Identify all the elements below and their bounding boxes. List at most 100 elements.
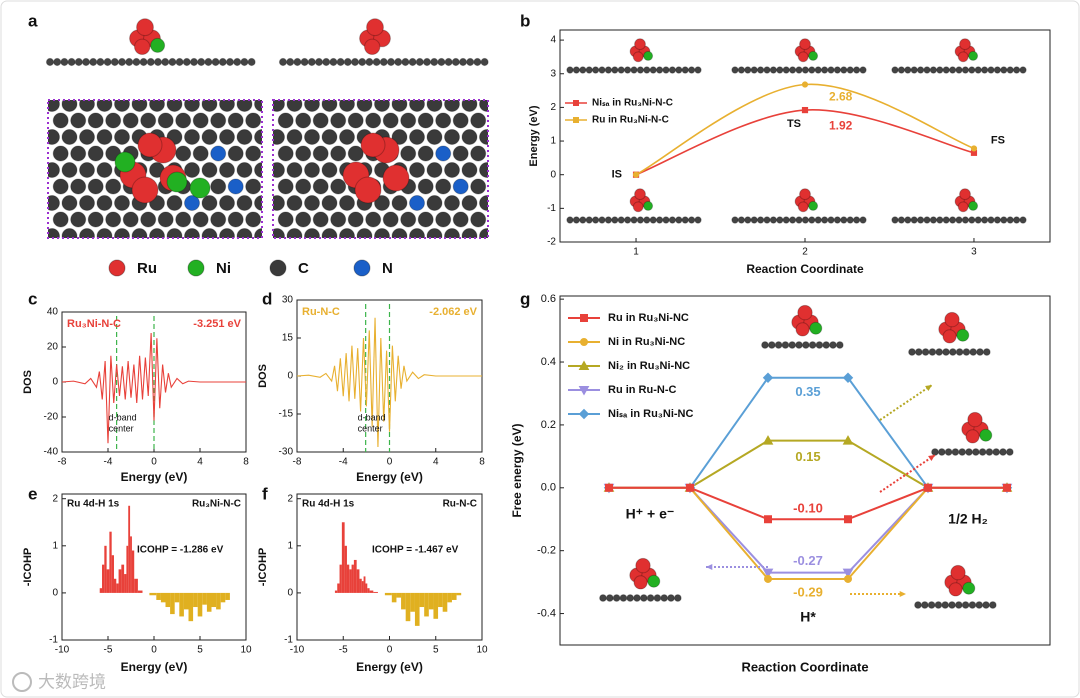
atom <box>48 129 60 145</box>
legend-marker <box>580 314 588 322</box>
atom <box>781 341 790 349</box>
atom <box>744 66 752 74</box>
atom <box>662 66 670 74</box>
atom <box>157 112 174 129</box>
atom <box>114 100 130 112</box>
atom <box>479 162 488 178</box>
atom <box>312 112 329 129</box>
atom <box>330 145 347 162</box>
atom <box>245 178 262 195</box>
panel-letter: f <box>262 484 268 503</box>
atom <box>437 57 446 67</box>
atom <box>801 216 810 224</box>
atom <box>321 129 338 145</box>
y-tick-label: 30 <box>282 295 294 306</box>
atom <box>358 57 367 67</box>
atom <box>891 66 899 74</box>
atom <box>189 177 211 199</box>
atom <box>157 211 174 228</box>
atom <box>579 66 587 74</box>
atom <box>662 216 670 224</box>
atom <box>959 188 971 201</box>
atom <box>604 216 613 224</box>
marker <box>844 574 852 583</box>
atom <box>365 57 374 67</box>
legend-label: Ni in Ru₃Ni-NC <box>608 336 685 348</box>
atom <box>356 228 373 238</box>
atom <box>955 348 964 356</box>
atom <box>633 575 648 590</box>
atom <box>623 66 632 74</box>
state-label: 1/2 H₂ <box>948 511 988 527</box>
atom <box>993 216 1002 224</box>
atom <box>957 51 969 63</box>
cohp-bar <box>349 569 352 593</box>
atom <box>400 211 417 228</box>
atom <box>197 57 206 67</box>
marker <box>764 515 772 524</box>
atom <box>192 145 209 162</box>
atom <box>891 216 899 224</box>
atom <box>184 195 200 211</box>
atom <box>409 162 425 178</box>
atom <box>273 100 285 112</box>
atom <box>643 66 651 74</box>
atom <box>48 100 60 112</box>
y-tick-label: -0.2 <box>537 545 556 557</box>
atom <box>916 216 925 224</box>
panel-title: Ru 4d-H 1s <box>302 499 355 510</box>
atom <box>975 601 984 609</box>
atom <box>572 66 581 74</box>
atom <box>916 66 925 74</box>
top-view <box>48 100 262 238</box>
atom <box>166 228 183 238</box>
y-tick-label: 0.2 <box>541 419 556 431</box>
atom <box>184 100 200 112</box>
atom <box>1000 216 1008 224</box>
y-tick-label: 0.0 <box>541 482 556 494</box>
atom <box>417 112 434 129</box>
y-tick-label: 1 <box>550 136 556 147</box>
atom <box>210 211 227 228</box>
atom <box>452 211 469 228</box>
cohp-bar <box>116 583 119 593</box>
cohp-bar <box>160 592 166 603</box>
atom <box>314 57 324 67</box>
marker <box>844 515 852 524</box>
cohp-bar <box>405 592 411 622</box>
cohp-bar <box>104 545 107 593</box>
atom <box>980 216 989 224</box>
legend-label: Niₛₐ in Ru₃Ni-N-C <box>592 98 673 109</box>
cohp-bar <box>351 564 354 593</box>
marker <box>762 435 774 445</box>
series-line <box>61 332 246 444</box>
atom <box>840 216 848 224</box>
atom <box>366 18 384 37</box>
atom <box>401 57 410 67</box>
atom <box>277 145 294 162</box>
cohp-bar <box>447 592 452 603</box>
connector <box>689 486 769 521</box>
atom <box>105 112 122 129</box>
y-tick-label: 1 <box>52 540 58 551</box>
x-tick-label: 4 <box>197 457 203 468</box>
x-tick-label: -5 <box>339 645 348 656</box>
atom <box>731 216 739 224</box>
atom <box>227 178 244 195</box>
atom <box>982 601 990 609</box>
atom <box>655 66 664 74</box>
atom <box>797 51 809 63</box>
atom <box>763 216 771 224</box>
atom <box>808 216 816 224</box>
y-tick-label: 20 <box>47 342 59 353</box>
atom <box>985 448 994 456</box>
y-tick-label: -1 <box>49 635 58 646</box>
atom <box>470 178 487 195</box>
cohp-bar <box>131 550 135 593</box>
atom <box>968 200 979 211</box>
atom <box>254 162 262 178</box>
cohp-bar <box>410 592 415 612</box>
atom <box>96 100 113 112</box>
atom <box>175 112 192 129</box>
